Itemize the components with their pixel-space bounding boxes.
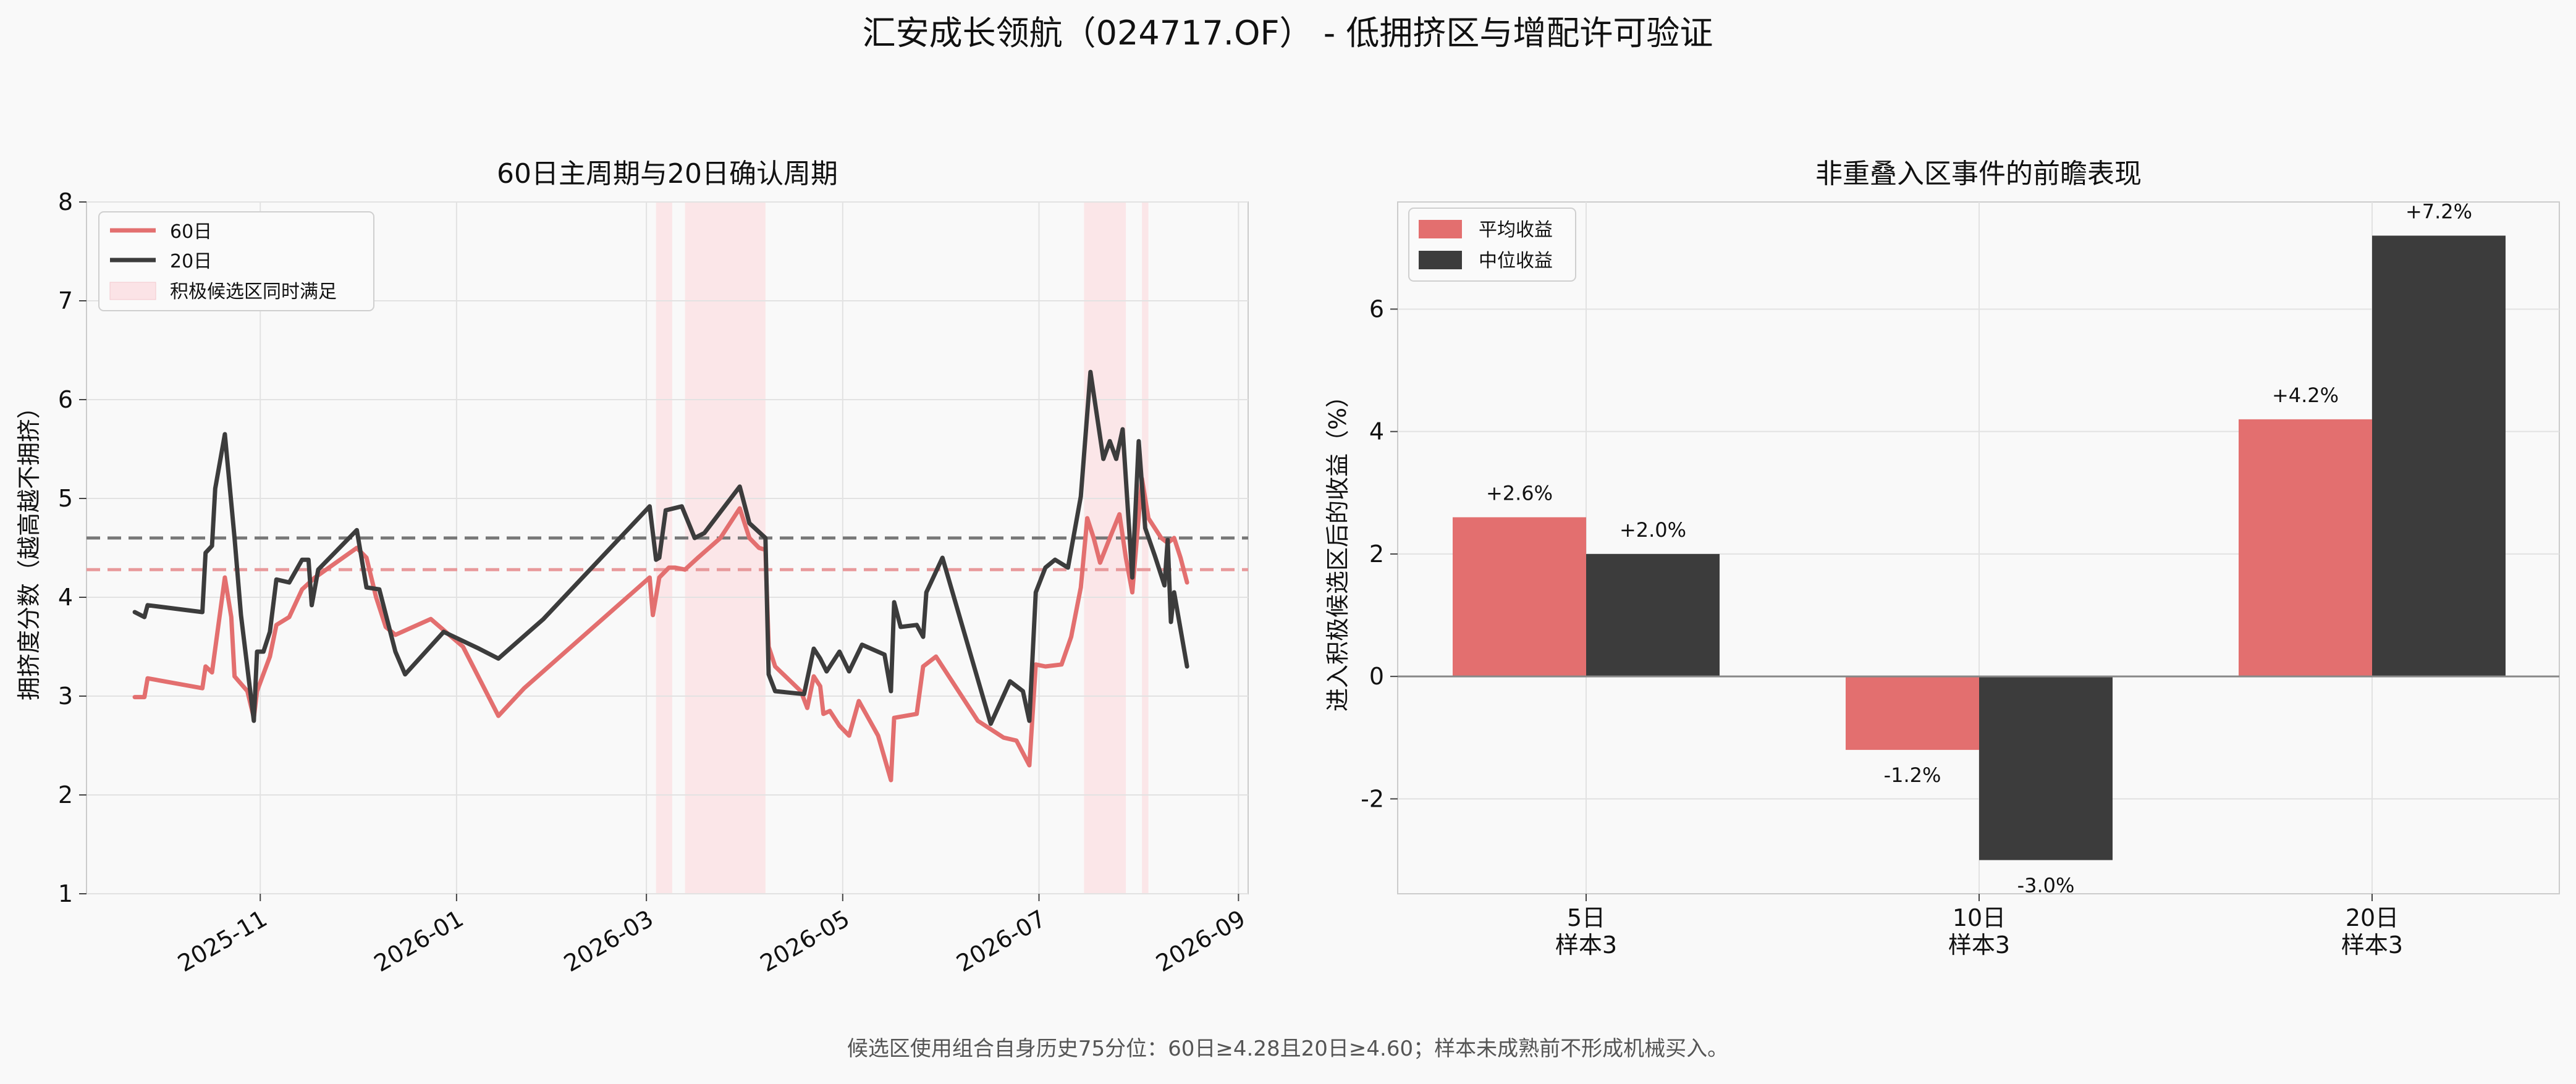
y-tick-label: 0 [1369, 663, 1384, 690]
x-tick-label: 2026-07 [952, 905, 1050, 977]
y-tick-label: 1 [58, 880, 73, 907]
x-tick-label: 2026-01 [370, 905, 468, 977]
legend-band-swatch [109, 282, 156, 300]
bar-平均收益-20日 [2239, 419, 2372, 677]
bar-value-label: +2.6% [1486, 481, 1553, 505]
left-shaded-regions [656, 202, 1149, 894]
bar-value-label: +4.2% [2272, 384, 2339, 407]
bar-value-label: +7.2% [2405, 200, 2472, 224]
left-y-axis-label: 拥挤度分数（越高越不拥挤） [15, 395, 43, 700]
left-chart-title: 60日主周期与20日确认周期 [497, 158, 838, 190]
y-tick-label: 6 [58, 386, 73, 413]
bar-中位收益-20日 [2372, 235, 2506, 677]
figure-title: 汇安成长领航（024717.OF） - 低拥挤区与增配许可验证 [863, 14, 1713, 53]
y-tick-label: 2 [58, 781, 73, 809]
left-line-chart: 1 2 3 4 5 6 7 8 2025-11 2026-01 2026-03 2026-05 2026… [15, 158, 1250, 977]
legend-mean-label: 平均收益 [1479, 219, 1553, 241]
x-tick-label: 10日 [1953, 904, 2006, 931]
x-tick-label: 5日 [1567, 904, 1605, 931]
legend-band-label: 积极候选区同时满足 [170, 281, 337, 303]
y-tick-label: 8 [58, 188, 73, 216]
right-bar-chart: +2.6%-1.2%+4.2%+2.0%-3.0%+7.2% -202465日样… [1324, 158, 2560, 959]
y-tick-label: 6 [1369, 295, 1384, 322]
left-grid [87, 201, 1248, 894]
bar-value-label: -3.0% [2017, 873, 2075, 897]
y-tick-label: 2 [1369, 540, 1384, 568]
series-line-20日 [132, 369, 1189, 726]
bar-value-label: -1.2% [1884, 763, 1941, 787]
left-series-lines [132, 369, 1189, 783]
bar-平均收益-10日 [1846, 676, 1979, 750]
right-legend: 平均收益 中位收益 [1408, 208, 1576, 282]
left-legend: 60日 20日 积极候选区同时满足 [98, 211, 374, 311]
x-tick-label: 20日 [2346, 904, 2399, 931]
bar-value-label: +2.0% [1620, 518, 1686, 542]
right-y-axis-label: 进入积极候选区后的收益（%） [1324, 384, 1351, 712]
legend-60d-label: 60日 [170, 221, 212, 243]
x-tick-sublabel: 样本3 [1948, 931, 2010, 959]
y-tick-label: 4 [1369, 418, 1384, 445]
y-tick-label: 5 [58, 485, 73, 512]
shaded-region-2 [685, 202, 766, 894]
shaded-region-4 [1142, 202, 1149, 894]
legend-mean-swatch [1419, 220, 1462, 238]
legend-median-swatch [1419, 251, 1462, 269]
bar-中位收益-5日 [1586, 553, 1720, 677]
footnote: 候选区使用组合自身历史75分位：60日≥4.28且20日≥4.60；样本未成熟前… [847, 1036, 1728, 1061]
x-tick-label: 2025-11 [173, 905, 272, 977]
y-tick-label: 3 [58, 683, 73, 710]
x-tick-label: 2026-05 [756, 905, 855, 977]
bar-平均收益-5日 [1453, 517, 1586, 677]
x-tick-sublabel: 样本3 [1555, 931, 1617, 959]
legend-median-label: 中位收益 [1479, 250, 1553, 272]
y-tick-label: 4 [58, 584, 73, 611]
legend-20d-label: 20日 [170, 251, 212, 272]
x-tick-label: 2026-09 [1151, 905, 1250, 977]
x-tick-label: 2026-03 [559, 905, 658, 977]
x-tick-sublabel: 样本3 [2341, 931, 2403, 959]
y-tick-label: 7 [58, 287, 73, 314]
y-tick-label: -2 [1361, 785, 1384, 812]
right-bars: +2.6% -1.2% +4.2% +2.0% -3.0% +7.2% [1398, 200, 2559, 897]
bar-中位收益-10日 [1979, 676, 2113, 860]
series-line-60日 [132, 476, 1189, 783]
left-legend-box [98, 211, 374, 311]
right-chart-title: 非重叠入区事件的前瞻表现 [1815, 158, 2142, 190]
